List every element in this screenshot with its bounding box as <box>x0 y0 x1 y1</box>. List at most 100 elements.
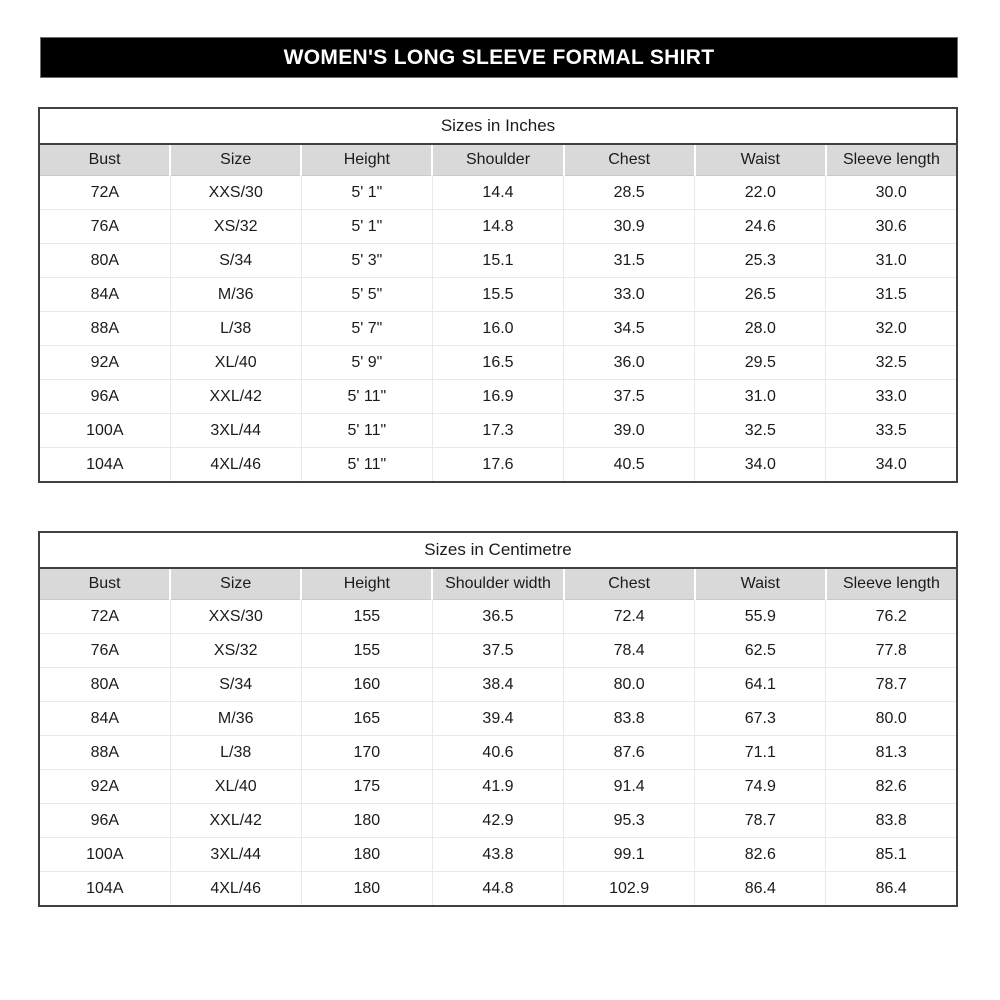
table-cell: 41.9 <box>432 769 565 804</box>
table-cell: 76A <box>39 209 171 244</box>
table-cell: 155 <box>301 633 433 668</box>
table-cell: 32.0 <box>825 311 957 346</box>
title-banner: WOMEN'S LONG SLEEVE FORMAL SHIRT <box>40 37 958 78</box>
table-cell: 4XL/46 <box>170 447 302 482</box>
table-cell: 102.9 <box>563 871 696 906</box>
table-cell: 33.0 <box>563 277 696 312</box>
table-header-row: Bust Size Height Shoulder width Chest Waist Sl… <box>39 568 957 600</box>
sizes-in-inches-table: Sizes in Inches Bust Size Height Shoulder Che… <box>38 107 958 483</box>
table-caption: Sizes in Inches <box>39 108 957 145</box>
table-cell: 55.9 <box>694 599 827 634</box>
table-cell: 5' 5" <box>301 277 433 312</box>
table-cell: 74.9 <box>694 769 827 804</box>
column-header: Shoulder width <box>432 568 565 600</box>
table-cell: 37.5 <box>563 379 696 414</box>
table-cell: 37.5 <box>432 633 565 668</box>
table-cell: 43.8 <box>432 837 565 872</box>
table-cell: 39.0 <box>563 413 696 448</box>
table-cell: 160 <box>301 667 433 702</box>
table-header-row: Bust Size Height Shoulder Chest Waist Sleeve l… <box>39 144 957 176</box>
table-cell: 83.8 <box>825 803 957 838</box>
table-row: 76A XS/32 5' 1" 14.8 30.9 24.6 30.6 <box>39 209 957 244</box>
table-cell: 30.9 <box>563 209 696 244</box>
column-header: Chest <box>563 144 696 176</box>
table-cell: 180 <box>301 803 433 838</box>
table-cell: 155 <box>301 599 433 634</box>
table-cell: S/34 <box>170 667 302 702</box>
table-row: 104A 4XL/46 5' 11" 17.6 40.5 34.0 34.0 <box>39 447 957 482</box>
table-row: 72A XXS/30 5' 1" 14.4 28.5 22.0 30.0 <box>39 175 957 210</box>
table-cell: 29.5 <box>694 345 827 380</box>
table-cell: 40.6 <box>432 735 565 770</box>
table-cell: 15.5 <box>432 277 565 312</box>
table-cell: 99.1 <box>563 837 696 872</box>
table-cell: 96A <box>39 379 171 414</box>
table-cell: 100A <box>39 413 171 448</box>
table-cell: 32.5 <box>825 345 957 380</box>
table-row: 84A M/36 5' 5" 15.5 33.0 26.5 31.5 <box>39 277 957 312</box>
table-cell: 22.0 <box>694 175 827 210</box>
table-cell: 5' 11" <box>301 447 433 482</box>
table-cell: 175 <box>301 769 433 804</box>
table-cell: 17.6 <box>432 447 565 482</box>
table-cell: 80.0 <box>825 701 957 736</box>
table-cell: 31.5 <box>563 243 696 278</box>
column-header: Sleeve length <box>825 144 957 176</box>
column-header: Waist <box>694 568 827 600</box>
table-cell: 28.0 <box>694 311 827 346</box>
table-cell: 87.6 <box>563 735 696 770</box>
table-cell: 34.0 <box>694 447 827 482</box>
table-cell: 180 <box>301 837 433 872</box>
table-cell: 26.5 <box>694 277 827 312</box>
table-cell: 91.4 <box>563 769 696 804</box>
table-cell: 92A <box>39 769 171 804</box>
table-cell: 16.5 <box>432 345 565 380</box>
table-cell: 180 <box>301 871 433 906</box>
column-header: Height <box>301 144 434 176</box>
table-cell: 4XL/46 <box>170 871 302 906</box>
table-cell: 76.2 <box>825 599 957 634</box>
table-cell: M/36 <box>170 277 302 312</box>
table-cell: 85.1 <box>825 837 957 872</box>
table-cell: 82.6 <box>825 769 957 804</box>
table-cell: XXL/42 <box>170 379 302 414</box>
column-header: Bust <box>39 568 172 600</box>
table-cell: 17.3 <box>432 413 565 448</box>
table-cell: 5' 11" <box>301 413 433 448</box>
table-row: 80A S/34 160 38.4 80.0 64.1 78.7 <box>39 667 957 702</box>
table-cell: 36.0 <box>563 345 696 380</box>
table-cell: 72A <box>39 175 171 210</box>
table-cell: L/38 <box>170 311 302 346</box>
table-row: 96A XXL/42 180 42.9 95.3 78.7 83.8 <box>39 803 957 838</box>
table-cell: 39.4 <box>432 701 565 736</box>
table-cell: 84A <box>39 701 171 736</box>
table-cell: M/36 <box>170 701 302 736</box>
table-row: 72A XXS/30 155 36.5 72.4 55.9 76.2 <box>39 599 957 634</box>
table-row: 100A 3XL/44 180 43.8 99.1 82.6 85.1 <box>39 837 957 872</box>
table-cell: 100A <box>39 837 171 872</box>
column-header: Sleeve length <box>825 568 957 600</box>
table-cell: 5' 1" <box>301 175 433 210</box>
table-caption-row: Sizes in Inches <box>39 108 957 145</box>
table-row: 92A XL/40 5' 9" 16.5 36.0 29.5 32.5 <box>39 345 957 380</box>
table-cell: 25.3 <box>694 243 827 278</box>
table-cell: XXS/30 <box>170 175 302 210</box>
table-cell: 165 <box>301 701 433 736</box>
table-cell: 33.5 <box>825 413 957 448</box>
column-header: Chest <box>563 568 696 600</box>
table-cell: L/38 <box>170 735 302 770</box>
table-cell: 92A <box>39 345 171 380</box>
table-cell: 32.5 <box>694 413 827 448</box>
table-cell: XL/40 <box>170 345 302 380</box>
table-cell: 80.0 <box>563 667 696 702</box>
table-cell: XS/32 <box>170 633 302 668</box>
table-row: 100A 3XL/44 5' 11" 17.3 39.0 32.5 33.5 <box>39 413 957 448</box>
table-row: 88A L/38 5' 7" 16.0 34.5 28.0 32.0 <box>39 311 957 346</box>
table-cell: 71.1 <box>694 735 827 770</box>
table-cell: 77.8 <box>825 633 957 668</box>
column-header: Bust <box>39 144 172 176</box>
table-cell: XXL/42 <box>170 803 302 838</box>
page-title: WOMEN'S LONG SLEEVE FORMAL SHIRT <box>283 45 715 69</box>
column-header: Height <box>301 568 434 600</box>
table-cell: 62.5 <box>694 633 827 668</box>
